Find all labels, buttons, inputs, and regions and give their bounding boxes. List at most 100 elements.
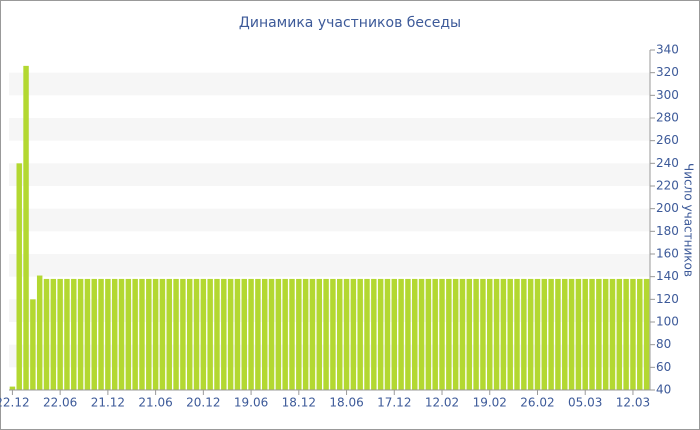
bar <box>534 278 541 390</box>
bar <box>507 278 513 390</box>
y-tick-label: 80 <box>656 337 671 351</box>
x-tick-label: 12.02 <box>425 396 459 410</box>
bar <box>521 278 527 390</box>
bar <box>111 278 118 390</box>
y-tick-label: 120 <box>656 292 679 306</box>
x-tick-label: 26.02 <box>520 396 554 410</box>
bar <box>425 278 432 390</box>
x-tick-label: 19.02 <box>473 396 507 410</box>
bar <box>364 278 370 390</box>
bar <box>186 278 193 390</box>
x-tick-label: 12.03 <box>616 396 650 410</box>
bar <box>418 278 425 390</box>
bar <box>466 278 473 390</box>
bar <box>350 278 357 390</box>
bar <box>330 278 336 390</box>
bar <box>555 278 561 390</box>
bar <box>384 278 391 390</box>
bar <box>316 278 322 390</box>
bar <box>36 275 43 390</box>
grid-band <box>9 254 650 277</box>
bar <box>289 278 295 390</box>
bar <box>146 278 152 390</box>
x-tick-label: 05.03 <box>568 396 602 410</box>
bar <box>452 278 459 390</box>
y-tick-label: 140 <box>656 269 679 283</box>
bar <box>398 278 404 390</box>
bar <box>84 278 91 390</box>
bar <box>71 278 77 390</box>
bar <box>637 278 643 390</box>
bar <box>261 278 268 390</box>
bar <box>500 278 507 390</box>
bar <box>377 278 384 390</box>
bar <box>473 278 479 390</box>
bar <box>527 278 534 390</box>
y-axis-label: Число участников <box>682 163 696 277</box>
bar <box>50 278 57 390</box>
chart-title: Динамика участников беседы <box>239 15 461 31</box>
bar <box>275 278 282 390</box>
x-tick-label: 18.06 <box>329 396 363 410</box>
bar <box>248 278 254 390</box>
bar <box>268 278 275 390</box>
bar <box>30 299 36 390</box>
bar <box>207 278 213 390</box>
bar <box>180 278 186 390</box>
bar <box>16 163 22 390</box>
y-tick-label: 300 <box>656 88 679 102</box>
bar <box>343 278 350 390</box>
bar <box>630 278 636 390</box>
bar <box>548 278 554 390</box>
bar <box>337 278 343 390</box>
bar <box>91 278 97 390</box>
grid-band <box>9 208 650 232</box>
bar <box>255 278 261 390</box>
bar <box>541 278 548 390</box>
y-tick-label: 200 <box>656 201 679 215</box>
x-tick-label: 17.12 <box>377 396 411 410</box>
bar <box>487 278 493 390</box>
y-tick-label: 40 <box>656 383 671 397</box>
bar <box>118 278 125 390</box>
bar <box>221 278 227 390</box>
y-tick-label: 280 <box>656 111 679 125</box>
bar <box>623 278 629 390</box>
bar <box>391 278 398 390</box>
bar <box>139 278 145 390</box>
bar <box>596 278 602 390</box>
bar <box>77 278 84 390</box>
bar <box>98 278 104 390</box>
bar <box>105 278 111 390</box>
bar <box>405 278 411 390</box>
bar <box>214 278 220 390</box>
grid-band <box>9 118 650 141</box>
x-tick-label: 20.12 <box>186 396 220 410</box>
bar <box>446 278 452 390</box>
grid-band <box>9 72 650 96</box>
x-tick-label: 21.06 <box>138 396 172 410</box>
bar <box>152 278 159 390</box>
bar <box>43 278 50 390</box>
bar <box>643 278 650 390</box>
bar <box>282 278 288 390</box>
bar <box>159 278 166 390</box>
bar <box>132 278 138 390</box>
bar <box>371 278 377 390</box>
grid-band <box>9 163 650 186</box>
x-tick-label: 22.12 <box>0 396 30 410</box>
bar <box>200 278 207 390</box>
bar <box>412 278 418 390</box>
bar <box>173 278 179 390</box>
bar <box>323 278 329 390</box>
bar <box>193 278 200 390</box>
y-tick-label: 180 <box>656 224 679 238</box>
y-tick-label: 60 <box>656 360 671 374</box>
bar <box>234 278 241 390</box>
bar <box>514 278 520 390</box>
x-tick-label: 18.12 <box>282 396 316 410</box>
bar <box>166 278 172 390</box>
bar <box>241 278 247 390</box>
bar <box>9 386 16 390</box>
